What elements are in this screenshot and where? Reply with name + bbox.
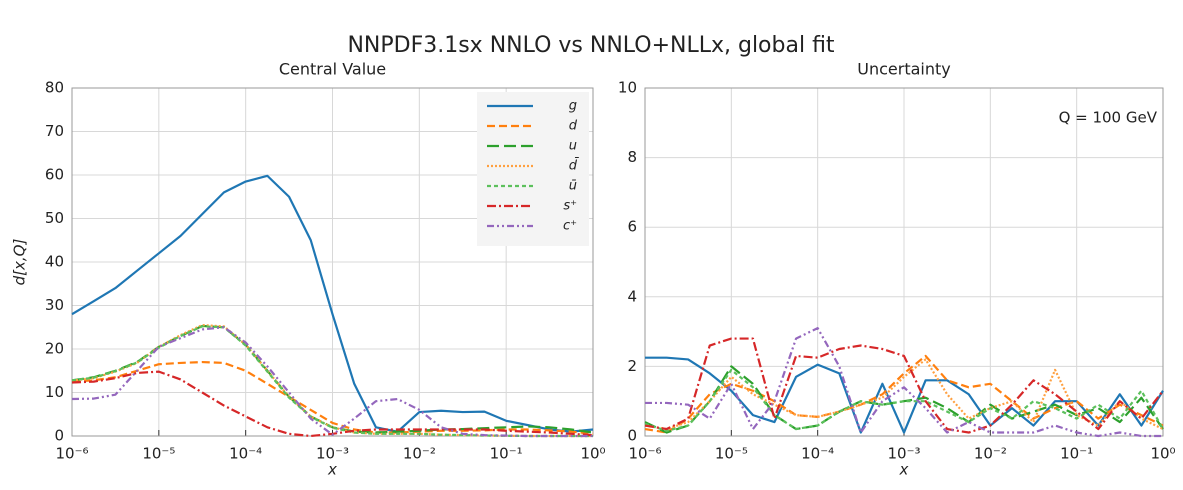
legend-box: [477, 92, 589, 246]
series-line: [71, 174, 594, 433]
plot-frame: [644, 87, 1164, 437]
x-tick-label: 10⁻¹: [490, 445, 523, 463]
y-tick-label: 2: [627, 357, 637, 375]
x-tick-label: 10⁻¹: [1060, 445, 1093, 463]
legend-label: u: [569, 139, 577, 154]
series-line: [71, 325, 593, 438]
y-tick-label: 0: [54, 427, 64, 445]
series-line: [645, 327, 1163, 438]
x-tick-label: 10⁻⁶: [55, 445, 88, 463]
legend-label: d: [569, 119, 578, 134]
y-tick-label: 30: [45, 296, 64, 314]
figure-title: NNPDF3.1sx NNLO vs NNLO+NLLx, global fit: [347, 33, 834, 58]
y-tick-label: 4: [627, 287, 637, 305]
x-tick-label: 10⁻⁴: [801, 445, 834, 463]
y-tick-label: 8: [627, 148, 637, 166]
series-line: [644, 365, 1164, 434]
y-tick-label: 0: [627, 427, 637, 445]
annotation: Q = 100 GeV: [1059, 109, 1158, 127]
y-tick-label: 60: [45, 166, 64, 184]
x-tick-label: 10⁻⁴: [229, 445, 262, 463]
x-tick-label: 10⁻²: [974, 445, 1007, 463]
y-tick-label: 10: [618, 79, 637, 97]
panel-title: Uncertainty: [857, 60, 950, 79]
series-line: [71, 326, 593, 438]
plot-frame: [71, 87, 594, 437]
x-tick-label: 10⁻⁵: [715, 445, 748, 463]
y-tick-label: 40: [45, 253, 64, 271]
x-axis-label: x: [327, 461, 337, 479]
legend-label: s⁺: [563, 199, 577, 214]
x-tick-label: 10⁻³: [887, 445, 920, 463]
y-tick-label: 6: [627, 218, 637, 236]
y-tick-label: 10: [45, 383, 64, 401]
series-line: [644, 368, 1164, 432]
legend-label: d̄: [569, 158, 580, 173]
x-tick-label: 10⁻⁵: [142, 445, 175, 463]
legend-label: c⁺: [563, 219, 577, 234]
y-tick-label: 50: [45, 209, 64, 227]
series-line: [644, 337, 1164, 434]
panel-title: Central Value: [279, 60, 386, 79]
x-axis-label: x: [899, 461, 909, 479]
x-tick-label: 10⁰: [580, 445, 605, 463]
y-tick-label: 80: [45, 79, 64, 97]
y-tick-label: 70: [45, 122, 64, 140]
legend-label: g: [569, 99, 577, 114]
y-axis-label: d[x,Q]: [11, 239, 29, 286]
series-line: [645, 356, 1164, 434]
legend-label: ū: [569, 179, 577, 194]
x-tick-label: 10⁰: [1150, 445, 1175, 463]
x-tick-label: 10⁻²: [403, 445, 436, 463]
series-line: [71, 360, 594, 435]
x-tick-label: 10⁻⁶: [628, 445, 661, 463]
x-tick-label: 10⁻³: [316, 445, 349, 463]
y-tick-label: 20: [45, 340, 64, 358]
